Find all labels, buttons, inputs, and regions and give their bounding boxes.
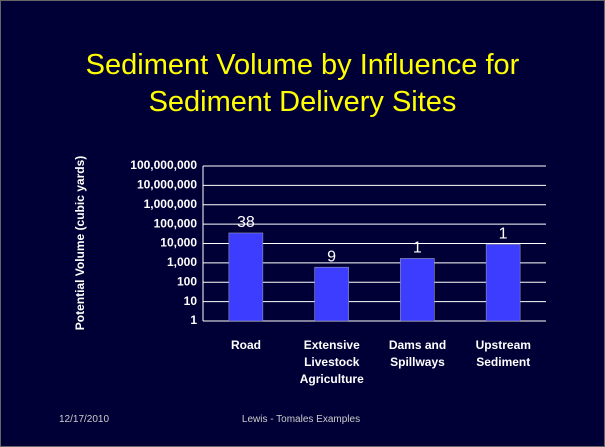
x-tick-label: Road [231,338,261,352]
bar [314,266,349,322]
y-tick-label: 1,000 [167,255,197,269]
bar-label: 9 [327,248,336,265]
bar [400,258,435,322]
y-tick-label: 100,000 [154,216,198,230]
bar-label: 1 [413,240,422,257]
y-tick-label: 1,000,000 [144,197,198,211]
bar-label: 1 [499,226,508,243]
x-tick-label: Dams and Spillways [388,338,447,369]
footer-date: 12/17/2010 [59,414,110,425]
chart-title: Sediment Volume by Influence for Sedimen… [85,49,520,118]
bar [485,244,521,322]
y-tick-label: 1 [190,313,197,327]
y-tick-label: 100,000,000 [130,158,197,172]
y-axis-label: Potential Volume (cubic yards) [73,156,87,330]
x-tick-label: Extensive Livestock Agriculture [299,338,364,386]
bar-label: 38 [237,214,255,231]
y-tick-label: 10,000,000 [137,178,197,192]
footer-text: Lewis - Tomales Examples [241,414,361,425]
y-tick-label: 10 [184,294,198,308]
bar [228,232,264,322]
y-tick-label: 10,000 [160,236,197,250]
x-tick-label: Upstream Sediment [475,338,531,369]
y-tick-label: 100 [177,274,197,288]
